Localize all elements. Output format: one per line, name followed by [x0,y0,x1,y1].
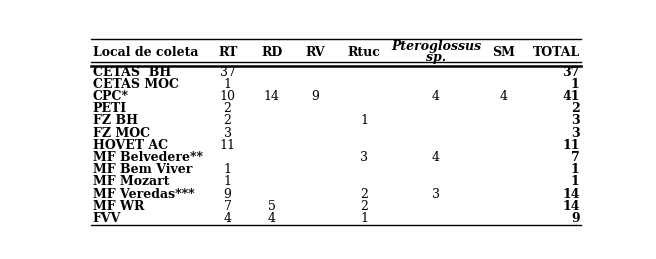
Text: MF Mozart: MF Mozart [92,175,169,188]
Text: 3: 3 [571,114,580,127]
Text: RT: RT [218,46,237,59]
Text: 1: 1 [571,78,580,91]
Text: 4: 4 [499,90,508,103]
Text: 2: 2 [224,114,232,127]
Text: 4: 4 [224,212,232,225]
Text: 11: 11 [562,139,580,152]
Text: 1: 1 [571,175,580,188]
Text: 2: 2 [360,188,368,200]
Text: sp.: sp. [426,51,446,64]
Text: 41: 41 [562,90,580,103]
Text: Local de coleta: Local de coleta [92,46,198,59]
Text: 10: 10 [220,90,236,103]
Text: SM: SM [492,46,515,59]
Text: 9: 9 [312,90,319,103]
Text: MF Veredas***: MF Veredas*** [92,188,194,200]
Text: 1: 1 [360,114,368,127]
Text: 7: 7 [224,200,232,213]
Text: CETAS  BH: CETAS BH [92,66,171,78]
Text: 1: 1 [224,78,232,91]
Text: 3: 3 [360,151,368,164]
Text: 4: 4 [268,212,276,225]
Text: 1: 1 [224,163,232,176]
Text: FZ MOC: FZ MOC [92,126,150,140]
Text: Rtuc: Rtuc [348,46,380,59]
Text: 2: 2 [360,200,368,213]
Text: RD: RD [261,46,282,59]
Text: MF WR: MF WR [92,200,144,213]
Text: PETI: PETI [92,102,127,115]
Text: 14: 14 [562,200,580,213]
Text: 3: 3 [571,126,580,140]
Text: 2: 2 [224,102,232,115]
Text: 14: 14 [264,90,279,103]
Text: 3: 3 [432,188,440,200]
Text: CETAS MOC: CETAS MOC [92,78,178,91]
Text: CPC*: CPC* [92,90,129,103]
Text: 5: 5 [268,200,276,213]
Text: 37: 37 [562,66,580,78]
Text: 2: 2 [571,102,580,115]
Text: 1: 1 [571,163,580,176]
Text: HOVET AC: HOVET AC [92,139,168,152]
Text: 11: 11 [220,139,236,152]
Text: 3: 3 [224,126,232,140]
Text: MF Belvedere**: MF Belvedere** [92,151,203,164]
Text: Pteroglossus: Pteroglossus [391,40,481,53]
Text: 4: 4 [432,151,440,164]
Text: 1: 1 [224,175,232,188]
Text: 9: 9 [224,188,232,200]
Text: MF Bem Viver: MF Bem Viver [92,163,192,176]
Text: RV: RV [306,46,325,59]
Text: 4: 4 [432,90,440,103]
Text: FZ BH: FZ BH [92,114,138,127]
Text: TOTAL: TOTAL [533,46,580,59]
Text: 14: 14 [562,188,580,200]
Text: 1: 1 [360,212,368,225]
Text: 37: 37 [220,66,236,78]
Text: 7: 7 [571,151,580,164]
Text: FVV: FVV [92,212,121,225]
Text: 9: 9 [571,212,580,225]
